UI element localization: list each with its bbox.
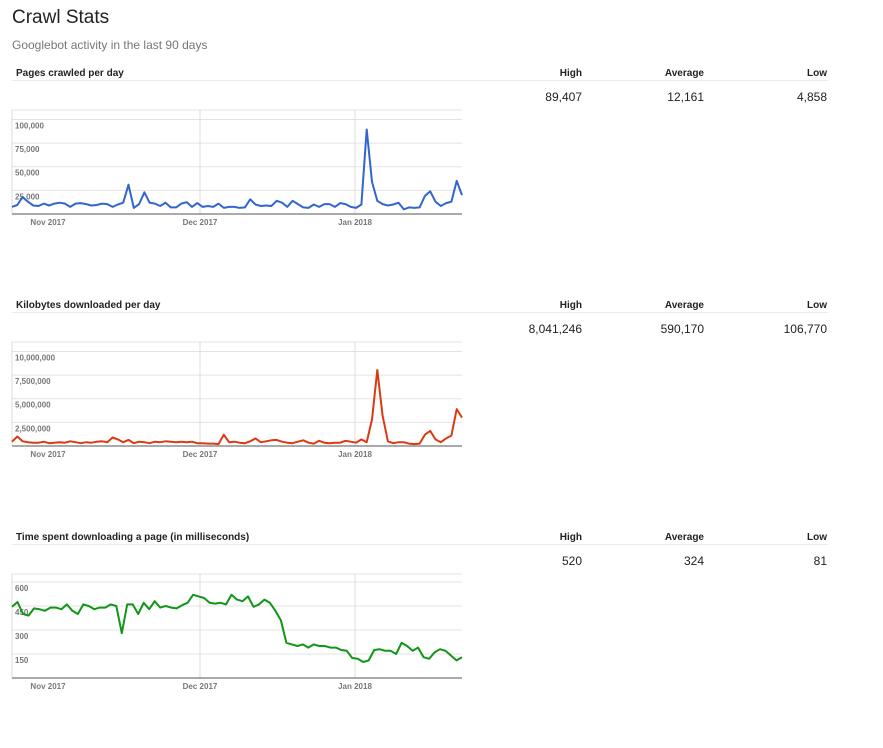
average-column-header: Average <box>664 68 704 79</box>
high-value: 520 <box>561 554 582 568</box>
section-divider <box>12 312 828 313</box>
y-tick-label: 50,000 <box>15 169 40 178</box>
pages-crawled-section: Pages crawled per day High Average Low 8… <box>0 64 883 284</box>
average-value: 324 <box>683 554 704 568</box>
low-column-header: Low <box>807 68 827 79</box>
y-tick-label: 5,000,000 <box>15 401 51 410</box>
x-tick-label: Jan 2018 <box>338 218 372 227</box>
y-tick-label: 7,500,000 <box>15 377 51 386</box>
low-value: 81 <box>813 554 827 568</box>
average-value: 12,161 <box>667 90 704 104</box>
x-tick-label: Dec 2017 <box>183 682 218 691</box>
y-tick-label: 300 <box>15 632 29 641</box>
section-title: Pages crawled per day <box>16 68 124 79</box>
x-tick-label: Jan 2018 <box>338 682 372 691</box>
y-tick-label: 75,000 <box>15 145 40 154</box>
series-line <box>11 128 463 211</box>
y-tick-label: 600 <box>15 584 29 593</box>
section-divider <box>12 80 828 81</box>
low-value: 4,858 <box>796 90 827 104</box>
y-tick-label: 25,000 <box>15 192 40 201</box>
low-column-header: Low <box>807 532 827 543</box>
kilobytes-downloaded-chart[interactable]: 2,500,000 5,000,000 7,500,000 10,000,000 Nov… <box>0 336 470 466</box>
series-line <box>11 369 463 446</box>
y-tick-label: 150 <box>15 656 29 665</box>
x-tick-label: Nov 2017 <box>30 218 66 227</box>
section-title: Kilobytes downloaded per day <box>16 300 161 311</box>
x-tick-label: Jan 2018 <box>338 450 372 459</box>
average-value: 590,170 <box>660 322 704 336</box>
time-spent-section: Time spent downloading a page (in millis… <box>0 528 883 748</box>
series-line <box>11 593 463 663</box>
section-divider <box>12 544 828 545</box>
kilobytes-downloaded-section: Kilobytes downloaded per day High Averag… <box>0 296 883 516</box>
section-title: Time spent downloading a page (in millis… <box>16 532 250 543</box>
average-column-header: Average <box>664 532 704 543</box>
y-tick-label: 100,000 <box>15 121 44 130</box>
x-tick-label: Dec 2017 <box>183 218 218 227</box>
high-column-header: High <box>559 532 582 543</box>
section-header: Time spent downloading a page (in millis… <box>0 528 883 550</box>
average-column-header: Average <box>664 300 704 311</box>
low-column-header: Low <box>807 300 827 311</box>
y-tick-label: 10,000,000 <box>15 353 56 362</box>
high-value: 8,041,246 <box>528 322 582 336</box>
high-value: 89,407 <box>545 90 582 104</box>
page-subtitle: Googlebot activity in the last 90 days <box>12 38 208 52</box>
section-header: Pages crawled per day High Average Low <box>0 64 883 86</box>
high-column-header: High <box>559 68 582 79</box>
pages-crawled-chart[interactable]: 25,000 50,000 75,000 100,000 Nov 2017 Dec 201… <box>0 104 470 234</box>
page-title: Crawl Stats <box>12 7 110 28</box>
y-tick-label: 2,500,000 <box>15 424 51 433</box>
x-tick-label: Dec 2017 <box>183 450 218 459</box>
x-tick-label: Nov 2017 <box>30 682 66 691</box>
high-column-header: High <box>559 300 582 311</box>
section-header: Kilobytes downloaded per day High Averag… <box>0 296 883 318</box>
x-tick-label: Nov 2017 <box>30 450 66 459</box>
low-value: 106,770 <box>783 322 827 336</box>
